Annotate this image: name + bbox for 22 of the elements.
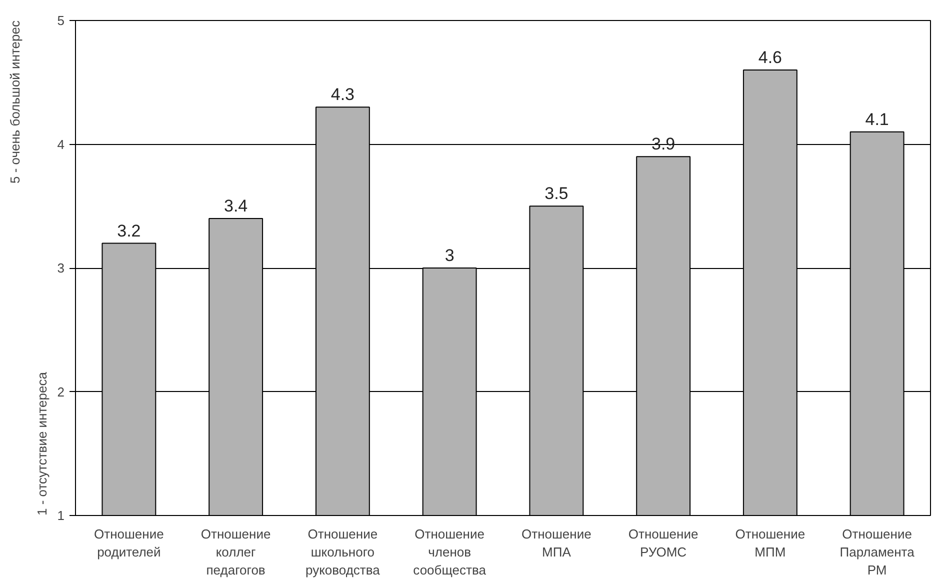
x-tick-label: Отношение МПМ <box>735 526 806 560</box>
x-tick-label: Отношение членов сообщества <box>413 526 487 578</box>
text: 5 - очень большой интерес <box>8 20 22 184</box>
data-label: 3.5 <box>544 184 568 204</box>
y-tick-label: 4 <box>57 136 65 152</box>
data-label: 3 <box>444 246 454 265</box>
y-tick-label: 3 <box>57 260 65 276</box>
data-label: 4.1 <box>865 110 889 129</box>
x-tick-label: Отношение родителей <box>94 526 164 560</box>
text: 1 - отсутствие интереса <box>34 371 50 516</box>
data-label: 3.4 <box>224 196 248 216</box>
x-tick-label: Отношение МПА <box>522 526 592 560</box>
data-label: 3.2 <box>117 221 141 240</box>
y-tick-label: 2 <box>57 384 65 400</box>
data-label: 4.3 <box>330 85 355 104</box>
y-tick-label: 5 <box>57 13 65 28</box>
y-tick-label: 1 <box>57 508 65 523</box>
data-label: 4.6 <box>758 48 782 67</box>
x-tick-label: Отношение школьного руководства <box>305 526 381 578</box>
x-tick-label: Отношение Парламента РМ <box>840 526 916 578</box>
x-tick-label: Отношение РУОМС <box>628 526 698 560</box>
x-tick-label: Отношение коллег педагогов <box>200 526 271 578</box>
